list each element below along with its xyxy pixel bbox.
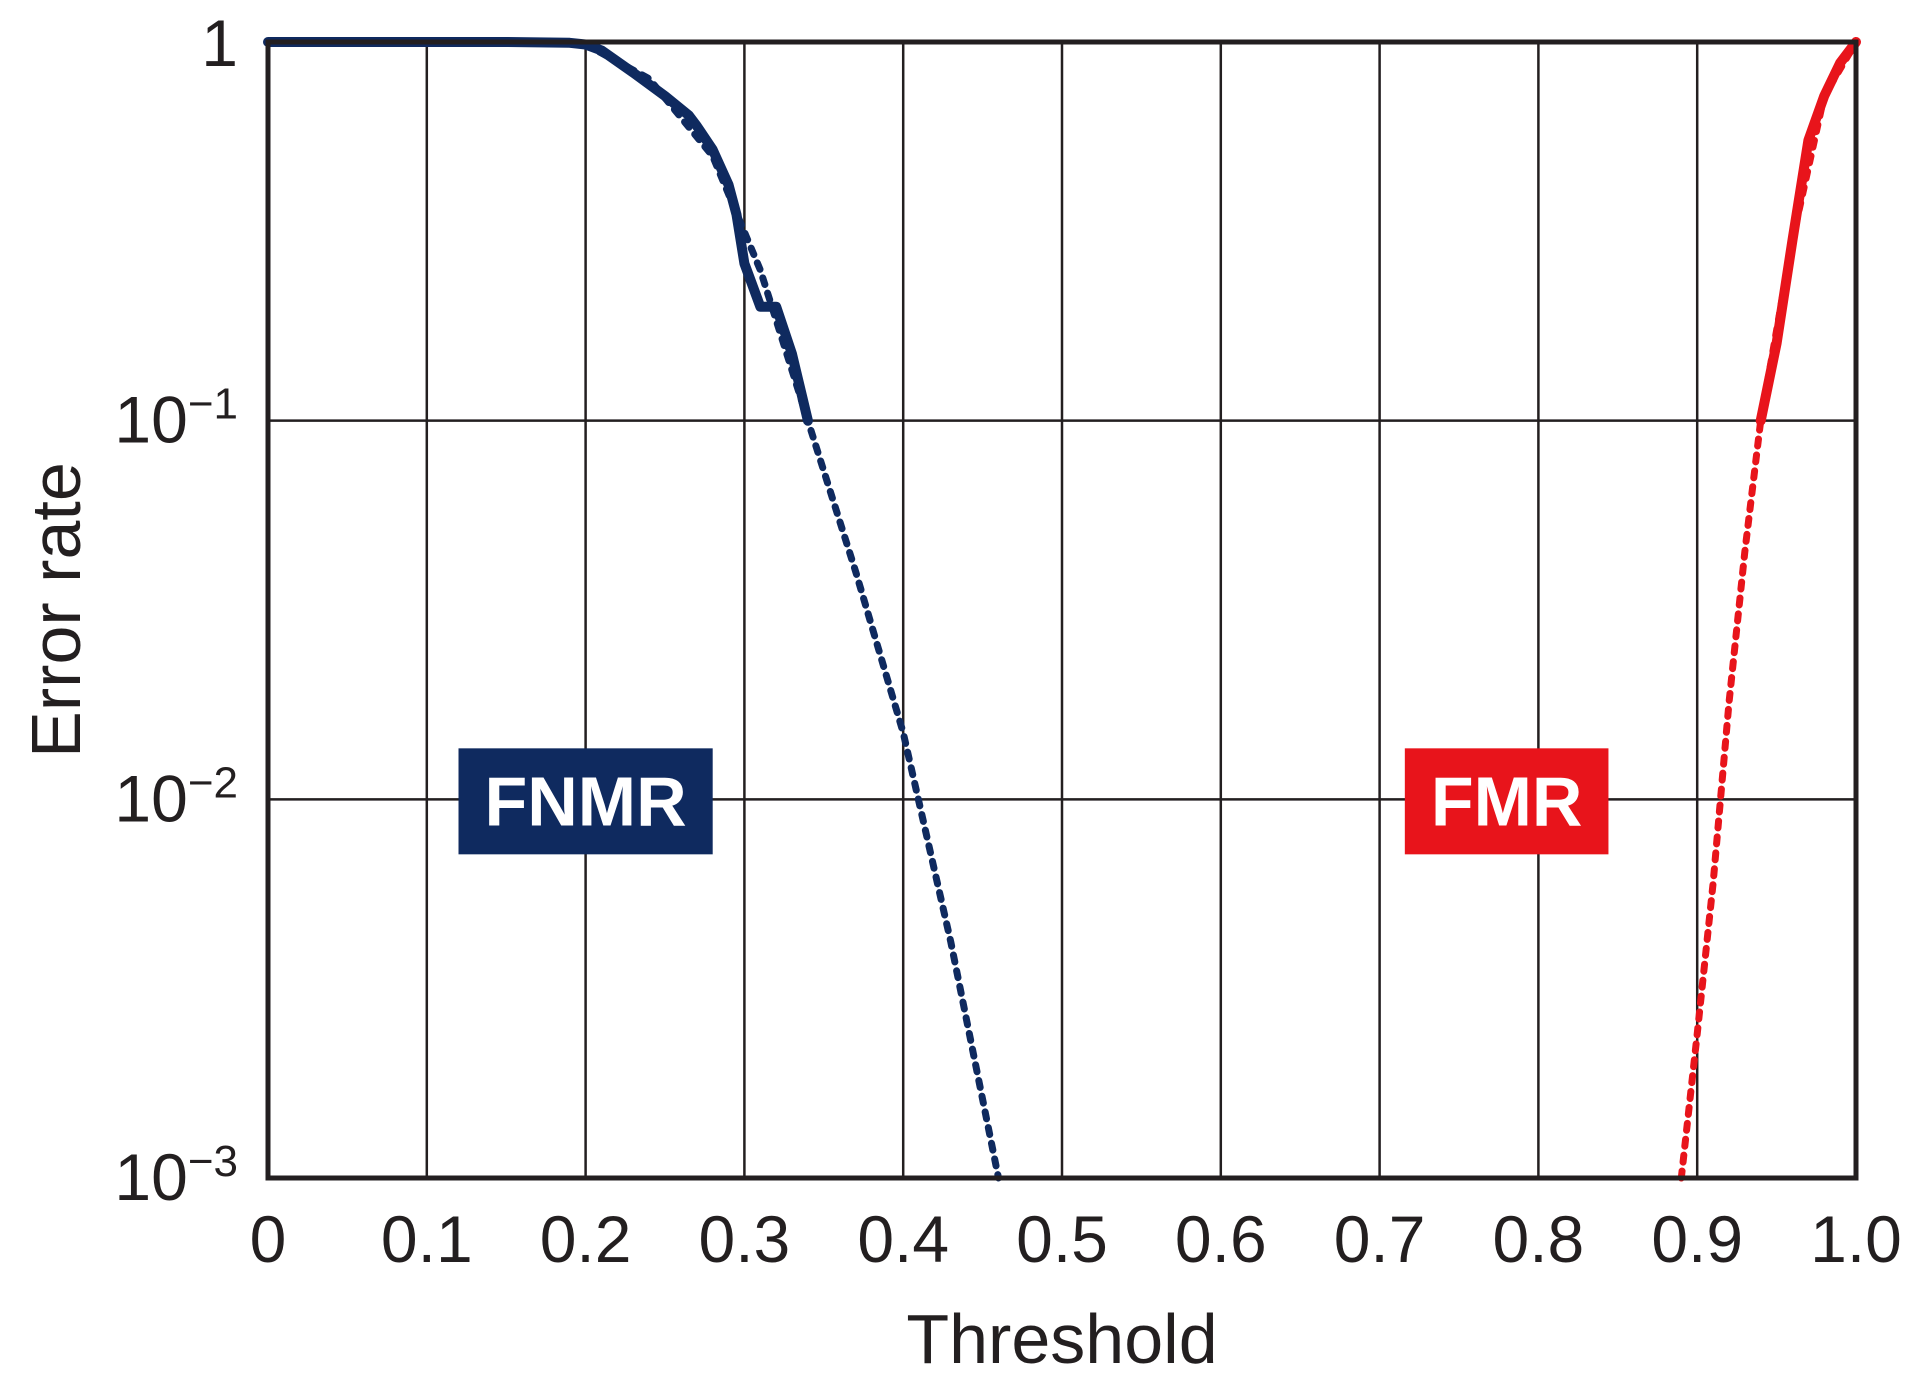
x-tick-label: 1.0	[1810, 1202, 1902, 1276]
y-axis-label: Error rate	[17, 462, 95, 758]
y-tick-label: 10−1	[114, 380, 238, 457]
fmr-label-box	[1404, 748, 1609, 855]
x-tick-label: 0.6	[1175, 1202, 1267, 1276]
fnmr-label-text: FNMR	[485, 762, 687, 840]
grid-lines	[268, 42, 1856, 1178]
y-tick-label: 10−3	[114, 1137, 238, 1214]
plot-frame	[265, 39, 1859, 1181]
y-tick-label: 10−2	[114, 758, 238, 835]
x-tick-label: 0.5	[1016, 1202, 1108, 1276]
x-tick-label: 0.9	[1651, 1202, 1743, 1276]
x-tick-label: 0.1	[381, 1202, 473, 1276]
fnmr-measured-line	[263, 37, 813, 426]
x-tick-label: 0.8	[1493, 1202, 1585, 1276]
x-tick-label: 0.3	[699, 1202, 791, 1276]
x-tick-label: 0.7	[1334, 1202, 1426, 1276]
y-tick-label: 1	[201, 6, 238, 80]
y-tick-labels: 1 10−1 10−2 10−3	[114, 6, 238, 1214]
x-tick-label: 0.2	[540, 1202, 632, 1276]
x-axis-label: Threshold	[906, 1300, 1217, 1378]
fnmr-label-box	[458, 748, 713, 855]
x-tick-label: 0.4	[857, 1202, 949, 1276]
series-labels: FNMR FMR	[458, 748, 1609, 855]
fmr-measured-line	[1755, 37, 1861, 426]
fmr-extrapolated-line	[1677, 38, 1860, 1182]
x-tick-label: 0	[250, 1202, 287, 1276]
fnmr-extrapolated-line	[582, 41, 1002, 1182]
x-tick-labels: 0 0.1 0.2 0.3 0.4 0.5 0.6 0.7 0.8 0.9 1.0	[250, 1202, 1902, 1276]
fmr-label-text: FMR	[1431, 762, 1583, 840]
